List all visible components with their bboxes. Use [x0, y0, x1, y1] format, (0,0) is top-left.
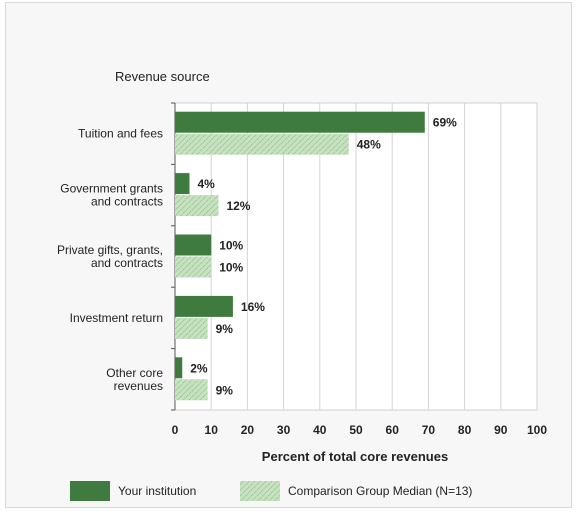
x-tick-label: 40: [313, 423, 327, 437]
legend-swatch-comparison-median: [240, 481, 280, 501]
bar-comparison-median: [175, 379, 208, 401]
legend-label: Comparison Group Median (N=13): [288, 484, 472, 498]
x-tick-label: 60: [386, 423, 400, 437]
bar-comparison-median: [175, 195, 219, 217]
data-label: 9%: [216, 322, 234, 336]
x-tick-label: 50: [349, 423, 363, 437]
bar-your-institution: [175, 111, 425, 133]
bar-your-institution: [175, 357, 183, 379]
category-label: Tuition and fees: [78, 127, 163, 141]
x-axis-label: Percent of total core revenues: [262, 449, 448, 464]
data-label: 10%: [219, 261, 243, 275]
bar-your-institution: [175, 295, 233, 317]
category-label: Private gifts, grants, and contracts: [57, 243, 163, 270]
data-label: 10%: [219, 239, 243, 253]
bar-comparison-median: [175, 256, 212, 278]
x-tick-label: 80: [458, 423, 472, 437]
data-label: 69%: [433, 116, 457, 130]
category-label: Investment return: [70, 311, 163, 325]
x-tick-label: 70: [422, 423, 436, 437]
category-label: Other core revenues: [106, 366, 163, 393]
bar-your-institution: [175, 173, 190, 195]
data-label: 2%: [190, 361, 208, 375]
bar-comparison-median: [175, 317, 208, 339]
bar-comparison-median: [175, 133, 349, 155]
x-tick-label: 10: [205, 423, 219, 437]
data-label: 9%: [216, 383, 234, 397]
chart-title: Revenue source: [115, 69, 210, 84]
x-tick-label: 90: [494, 423, 508, 437]
data-label: 48%: [357, 138, 381, 152]
data-label: 4%: [197, 177, 215, 191]
data-label: 12%: [226, 199, 250, 213]
bar-your-institution: [175, 234, 212, 256]
legend-label: Your institution: [118, 484, 196, 498]
x-tick-label: 0: [172, 423, 179, 437]
data-label: 16%: [241, 300, 265, 314]
x-tick-label: 20: [241, 423, 255, 437]
x-tick-label: 100: [527, 423, 547, 437]
legend: Your institution Comparison Group Median …: [70, 481, 472, 501]
legend-swatch-your-institution: [70, 481, 110, 501]
x-tick-label: 30: [277, 423, 291, 437]
category-label: Government grants and contracts: [60, 182, 163, 209]
